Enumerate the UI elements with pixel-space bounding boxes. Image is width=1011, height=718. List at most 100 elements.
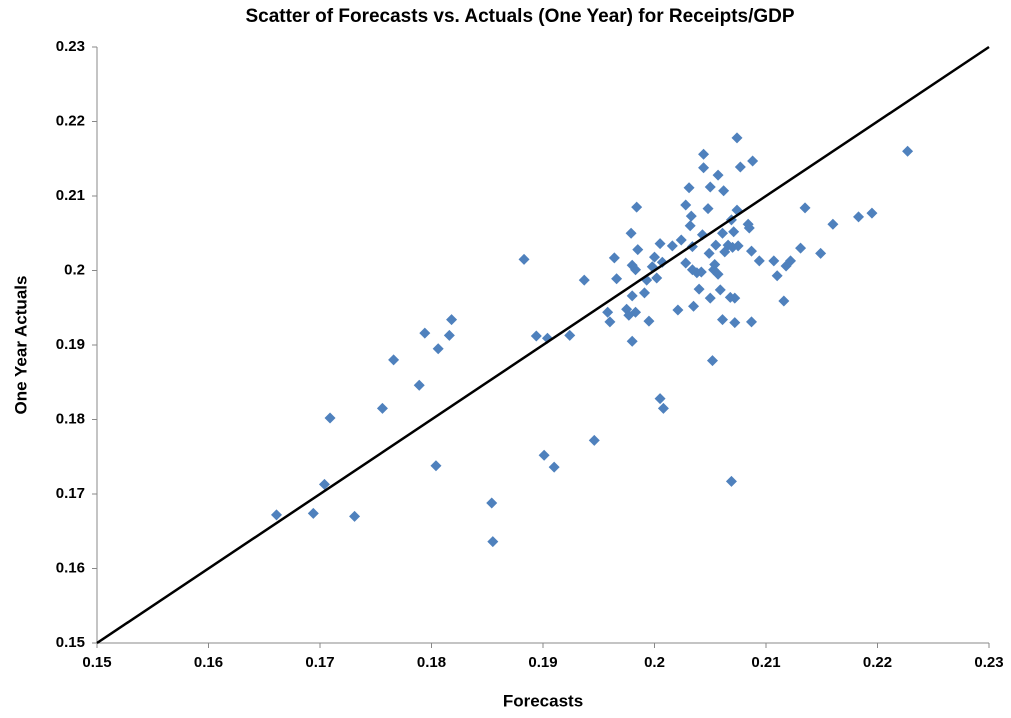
data-point [672,304,684,316]
data-point [430,460,442,472]
data-point [271,509,283,521]
data-point [486,497,498,509]
data-point [432,343,444,355]
data-point [538,449,550,461]
x-axis-title: Forecasts [503,691,583,710]
data-point [638,287,650,299]
data-point [709,259,721,271]
data-point [630,264,642,276]
data-point [853,211,865,223]
data-point [768,255,780,267]
y-tick-label: 0.21 [56,187,85,204]
x-tick-label: 0.23 [974,654,1003,671]
data-point [703,247,715,259]
x-tick-label: 0.22 [863,654,892,671]
data-point [827,218,839,230]
reference-line [96,45,990,645]
data-point [771,270,783,282]
data-point [747,155,759,167]
data-point [632,244,644,256]
data-point [698,162,710,174]
data-point [902,145,914,157]
data-point [446,314,458,326]
data-point [657,402,669,414]
data-point [376,402,388,414]
y-tick-label: 0.18 [56,410,85,427]
data-point [753,255,765,267]
data-point [698,148,710,160]
data-point [704,181,716,193]
data-point [530,330,542,342]
data-point [564,329,576,341]
y-axis-title: One Year Actuals [11,276,30,415]
data-point [324,412,336,424]
x-tick-label: 0.18 [417,654,446,671]
data-point [714,284,726,296]
data-point [717,314,729,326]
y-tick-label: 0.17 [56,485,85,502]
data-point [684,220,696,232]
data-point [688,300,700,312]
chart-title: Scatter of Forecasts vs. Actuals (One Ye… [245,6,794,27]
data-point [419,327,431,339]
data-point [695,266,707,278]
data-point [712,169,724,181]
data-point [712,268,724,280]
data-point [608,252,620,264]
data-point [307,507,319,519]
x-tick-label: 0.19 [528,654,557,671]
data-point [717,227,729,239]
x-tick-label: 0.2 [644,654,665,671]
data-point [815,247,827,259]
y-tick-label: 0.16 [56,559,85,576]
data-point [680,199,692,211]
data-point [666,240,678,252]
data-point [518,253,530,265]
y-tick-label: 0.2 [64,261,85,278]
y-tick-label: 0.15 [56,634,85,651]
data-point [725,475,737,487]
data-point [795,242,807,254]
data-point [626,290,638,302]
data-point [602,306,614,318]
data-point [649,251,660,263]
data-point [349,510,361,522]
data-point [548,461,560,473]
data-point [654,393,666,405]
data-point [388,354,400,366]
data-point [746,245,758,257]
data-point [729,292,741,304]
data-point [685,210,697,222]
data-point [778,295,790,307]
data-point [693,283,705,295]
data-point [626,335,638,347]
data-point [706,355,718,367]
data-point [710,239,722,251]
data-point [413,379,425,391]
data-point [718,185,730,197]
data-point [704,292,716,304]
data-point [604,316,616,328]
data-point [443,329,455,341]
data-point [799,202,811,214]
data-point [651,272,663,284]
data-point [866,207,878,219]
data-point [683,182,695,194]
data-point [611,273,623,285]
data-point [731,132,743,144]
data-point [680,257,692,269]
data-point [785,255,797,267]
x-tick-label: 0.17 [305,654,334,671]
data-point [630,306,642,318]
data-point [743,222,755,234]
x-tick-label: 0.16 [194,654,223,671]
data-point [654,238,666,250]
data-point [728,226,740,238]
data-point [729,317,741,329]
data-point [702,203,714,215]
data-point [643,315,655,327]
data-point [578,274,590,286]
data-point [675,234,687,246]
data-point [487,536,499,548]
y-tick-label: 0.23 [56,38,85,55]
